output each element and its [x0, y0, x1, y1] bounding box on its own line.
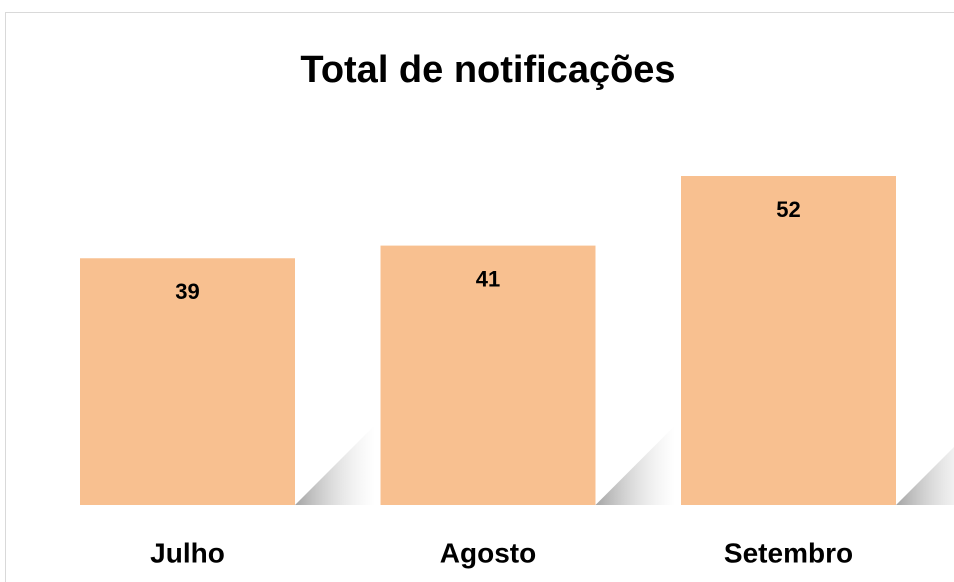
chart-title: Total de notificações [300, 49, 675, 91]
bar [380, 245, 596, 505]
bar [80, 258, 295, 505]
bar-shadow [595, 425, 676, 505]
x-tick-label: Agosto [440, 537, 536, 568]
bar [681, 176, 896, 505]
x-tick-label: Julho [150, 537, 225, 568]
data-label: 52 [776, 197, 800, 222]
data-label: 41 [476, 266, 500, 291]
data-label: 39 [175, 279, 199, 304]
x-tick-label: Setembro [724, 537, 853, 568]
bar-shadow [295, 425, 375, 505]
bar-shadow [896, 447, 954, 505]
